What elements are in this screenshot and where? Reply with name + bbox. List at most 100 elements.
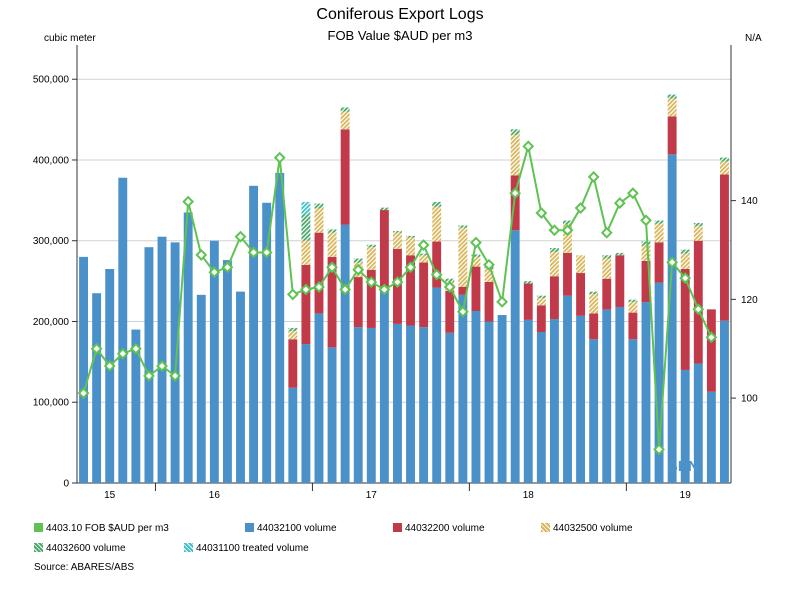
bar-44032100 <box>523 319 533 483</box>
bar-44032600 <box>471 254 481 257</box>
bars <box>79 94 729 484</box>
bar-44032600 <box>301 214 311 241</box>
legend-swatch-icon <box>245 523 254 532</box>
bar-44032100 <box>144 247 154 483</box>
bar-44032500 <box>602 258 612 279</box>
fob-point <box>509 187 522 200</box>
bar-44032100 <box>183 212 193 484</box>
fob-point <box>496 295 509 308</box>
bar-44032100 <box>445 332 455 483</box>
x-tick-label: 17 <box>366 490 378 501</box>
legend-swatch-icon <box>34 543 43 552</box>
bar-44032200 <box>536 305 546 332</box>
bar-44032200 <box>720 174 729 321</box>
bar-44032600 <box>445 278 455 282</box>
left-tick-label: 500,000 <box>33 75 70 86</box>
bar-44032200 <box>484 281 494 322</box>
bar-44032100 <box>209 240 219 483</box>
bar-44032600 <box>549 248 559 253</box>
bar-44032100 <box>301 344 311 483</box>
bar-44031100 <box>301 201 311 215</box>
bar-44032200 <box>628 312 638 340</box>
bar-44032500 <box>314 208 324 233</box>
bar-44032500 <box>288 331 298 340</box>
tick-labels: 0 100,000 200,000 300,000 400,000 500,000 100 1… <box>33 75 758 501</box>
bar-44032500 <box>720 161 729 175</box>
legend-label: 44031100 treated volume <box>196 543 309 554</box>
fob-point <box>640 214 652 227</box>
fob-point <box>182 195 195 208</box>
bar-44032200 <box>458 286 468 295</box>
bar-44032200 <box>288 339 298 388</box>
bar-44032100 <box>92 293 102 483</box>
bar-44032100 <box>654 282 664 483</box>
bar-44032100 <box>576 315 586 483</box>
bar-44032500 <box>549 252 559 277</box>
fob-point <box>286 288 299 301</box>
bar-44032600 <box>602 255 612 259</box>
fob-point <box>365 276 378 288</box>
bar-44032100 <box>314 313 324 483</box>
bar-44032100 <box>196 294 206 483</box>
bar-44032200 <box>471 266 481 311</box>
bar-44032100 <box>549 319 559 483</box>
bar-44032500 <box>327 232 337 257</box>
bar-44032100 <box>419 327 429 483</box>
left-tick-label: 400,000 <box>33 155 70 166</box>
bar-44032100 <box>288 387 298 483</box>
bar-44032500 <box>680 253 690 269</box>
bar-44032500 <box>510 134 520 176</box>
fob-point <box>666 256 679 269</box>
bar-44032100 <box>222 260 232 483</box>
bar-44032100 <box>327 347 337 483</box>
fob-point <box>430 268 443 281</box>
legend-label: 44032100 volume <box>257 523 337 534</box>
bar-44032600 <box>641 241 651 246</box>
fob-point <box>195 249 208 261</box>
fob-point <box>103 360 116 372</box>
bar-44032500 <box>654 223 664 243</box>
bar-44032100 <box>118 177 128 483</box>
bar-44032600 <box>615 252 625 256</box>
fob-point <box>260 246 273 259</box>
legend-label: 44032600 volume <box>46 543 126 554</box>
bar-44032600 <box>667 94 677 99</box>
bar-44032200 <box>693 240 703 364</box>
left-tick-label: 300,000 <box>33 236 70 247</box>
bar-44032200 <box>327 256 337 348</box>
bar-44032100 <box>693 363 703 483</box>
x-tick-label: 19 <box>680 490 692 501</box>
bar-44032200 <box>340 129 350 225</box>
bar-44032500 <box>406 237 415 256</box>
bar-44032600 <box>510 129 520 135</box>
legend-item-44032500: 44032500 volume <box>541 523 633 535</box>
fob-line <box>77 140 718 456</box>
fob-point <box>116 347 129 360</box>
bar-44032500 <box>419 255 429 263</box>
fob-point <box>483 258 495 271</box>
bar-44032100 <box>497 315 507 483</box>
fob-point <box>535 207 548 219</box>
bar-44032600 <box>680 249 690 254</box>
fob-point <box>234 230 247 243</box>
bar-44032100 <box>406 325 415 483</box>
bar-44032200 <box>654 242 664 283</box>
bar-44032200 <box>432 241 442 288</box>
fob-point <box>77 387 90 400</box>
bar-44032100 <box>458 294 468 483</box>
bar-44032500 <box>484 269 494 282</box>
bar-44032500 <box>536 298 546 306</box>
bar-44032200 <box>314 232 324 314</box>
legend-swatch-icon <box>184 543 193 552</box>
bar-44032500 <box>340 111 350 130</box>
fob-point <box>679 272 692 285</box>
bar-44032600 <box>340 107 350 112</box>
bar-44032100 <box>131 329 141 483</box>
bar-44032100 <box>262 202 272 483</box>
bar-44032200 <box>510 175 520 231</box>
left-tick-label: 0 <box>63 479 69 490</box>
right-tick-label: 100 <box>741 394 758 405</box>
bar-44032100 <box>249 185 259 484</box>
legend-item-44032200: 44032200 volume <box>393 523 485 535</box>
